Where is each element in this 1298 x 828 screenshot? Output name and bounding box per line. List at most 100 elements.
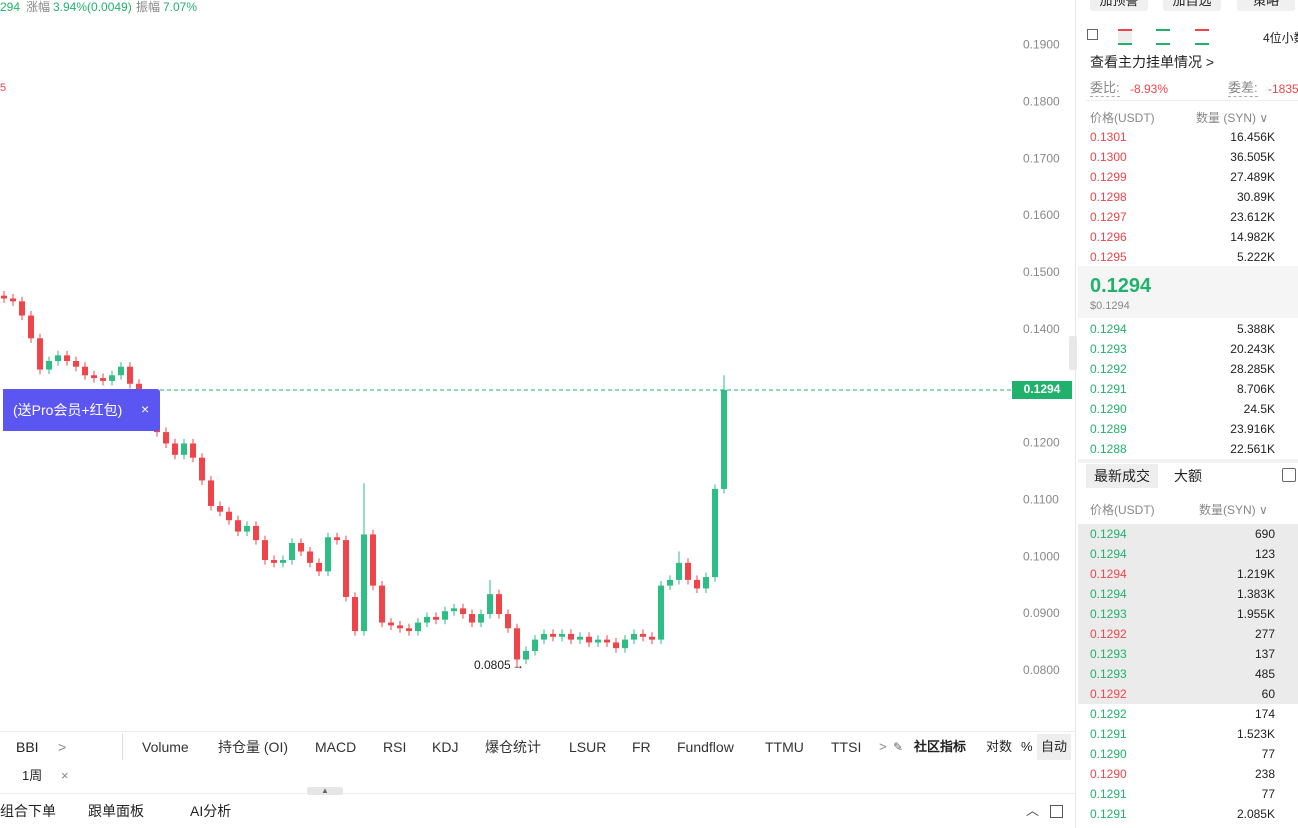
quantity: 77: [1261, 787, 1275, 801]
candle-body: [550, 633, 556, 637]
collapse-handle[interactable]: [1069, 336, 1077, 370]
quantity: 174: [1254, 707, 1275, 721]
y-tick-label: 0.1900: [1023, 38, 1060, 52]
indicator-tab[interactable]: KDJ: [432, 739, 459, 755]
price: 0.1296: [1090, 230, 1127, 244]
price: 0.1293: [1090, 607, 1127, 621]
price: 0.1291: [1090, 807, 1127, 821]
indicator-tab[interactable]: TTSI: [831, 739, 862, 755]
price-header: 价格(USDT): [1090, 111, 1155, 125]
quantity: 27.489K: [1230, 170, 1275, 184]
mid-bg: [1078, 266, 1298, 318]
candle-body: [19, 301, 25, 316]
indicator-tab[interactable]: MACD: [315, 739, 357, 755]
indicator-tab[interactable]: TTMU: [765, 739, 804, 755]
candle-body: [37, 338, 43, 370]
candle-body: [73, 361, 79, 367]
community[interactable]: 社区指标: [914, 739, 967, 754]
quantity: 123: [1254, 547, 1275, 561]
promo-text[interactable]: (送Pro会员+红包): [13, 402, 123, 418]
candle-body: [631, 633, 637, 640]
candle-body: [676, 562, 682, 580]
tab-large[interactable]: 大额: [1174, 468, 1202, 484]
pct-toggle[interactable]: %: [1021, 739, 1033, 754]
price: 0.1293: [1090, 647, 1127, 661]
community-icon[interactable]: ✎: [893, 740, 904, 754]
qty-header[interactable]: 数量 (SYN) ∨: [1196, 111, 1269, 125]
candle-body: [271, 560, 277, 563]
log-toggle[interactable]: 对数: [986, 739, 1013, 754]
quantity: 485: [1254, 667, 1275, 681]
candle-body: [280, 560, 286, 563]
qty-header[interactable]: 数量(SYN) ∨: [1199, 503, 1268, 517]
top-button[interactable]: 策略: [1237, 0, 1295, 11]
candle-body: [163, 432, 169, 444]
candle-body: [469, 614, 475, 623]
collapse[interactable]: ︿: [1026, 803, 1040, 818]
candle-body: [1, 295, 7, 299]
more[interactable]: >: [879, 739, 887, 754]
main-orders[interactable]: 查看主力挂单情况 >: [1090, 54, 1215, 70]
bottom-tab[interactable]: 组合下单: [0, 803, 56, 819]
indicator-tab[interactable]: LSUR: [569, 739, 607, 755]
view-icon[interactable]: [1195, 29, 1209, 45]
candle-body: [694, 579, 700, 589]
bottom-tab[interactable]: 跟单面板: [88, 803, 144, 819]
checkbox[interactable]: [1282, 468, 1296, 482]
period-close[interactable]: ×: [61, 768, 69, 783]
view-icon[interactable]: [1118, 29, 1132, 45]
price: 0.1294: [1090, 587, 1127, 601]
price: 0.1301: [1090, 130, 1127, 144]
candle-body: [568, 633, 574, 640]
price: 0.1290: [1090, 402, 1127, 416]
bottom-tab[interactable]: AI分析: [190, 803, 232, 819]
candle-body: [532, 639, 538, 651]
top-button[interactable]: 加预警: [1090, 0, 1148, 11]
chart: 0.1900 0.1800 0.1700 0.1600 0.1500 0.1400 0.12…: [1, 38, 1072, 677]
period-tag[interactable]: 1周: [22, 768, 43, 783]
amp: 7.07%: [163, 0, 198, 14]
decimals[interactable]: 4位小数: [1263, 31, 1298, 45]
indicator-tab[interactable]: Volume: [142, 739, 189, 755]
view-icon[interactable]: [1156, 29, 1170, 45]
candle-body: [595, 639, 601, 643]
price: 0.1293: [1090, 342, 1127, 356]
indicator-tab[interactable]: FR: [632, 739, 651, 755]
promo-banner[interactable]: [3, 389, 160, 431]
price: 0.1298: [1090, 190, 1127, 204]
price: 0.1299: [1090, 170, 1127, 184]
y-tick-label: 0.1700: [1023, 151, 1060, 165]
candle-body: [172, 443, 178, 455]
price: 0.1292: [1090, 362, 1127, 376]
view-icon[interactable]: [1087, 29, 1098, 40]
more[interactable]: >: [58, 739, 67, 755]
indicator[interactable]: BBI: [16, 739, 39, 755]
promo-close[interactable]: ×: [141, 401, 150, 417]
candle-body: [100, 378, 106, 381]
indicator-tab[interactable]: RSI: [383, 739, 407, 755]
candle-body: [721, 390, 727, 489]
separator: [1086, 100, 1298, 101]
expand[interactable]: [1050, 805, 1063, 818]
tab-latest[interactable]: 最新成交: [1086, 464, 1158, 488]
price: 0.1294: [1090, 527, 1127, 541]
candle-body: [514, 628, 520, 660]
quantity: 22.561K: [1230, 442, 1275, 456]
candle-body: [208, 480, 214, 507]
price: 0.1300: [1090, 150, 1127, 164]
quantity: 1.955K: [1236, 607, 1275, 621]
quantity: 28.285K: [1230, 362, 1275, 376]
candle-body: [55, 355, 61, 362]
candle-body: [505, 614, 511, 629]
indicator-tab[interactable]: 持仓量 (OI): [218, 739, 288, 755]
indicator-tab[interactable]: Fundflow: [677, 739, 734, 755]
candle-body: [316, 562, 322, 572]
top-button[interactable]: 加自选: [1163, 0, 1221, 11]
price: 0.1290: [1090, 747, 1127, 761]
resize-handle[interactable]: ▲: [307, 787, 343, 795]
auto-toggle[interactable]: 自动: [1037, 734, 1072, 760]
indicator-tab[interactable]: 爆仓统计: [485, 739, 541, 755]
candle-body: [298, 542, 304, 552]
amp-label: 振幅: [136, 0, 161, 14]
